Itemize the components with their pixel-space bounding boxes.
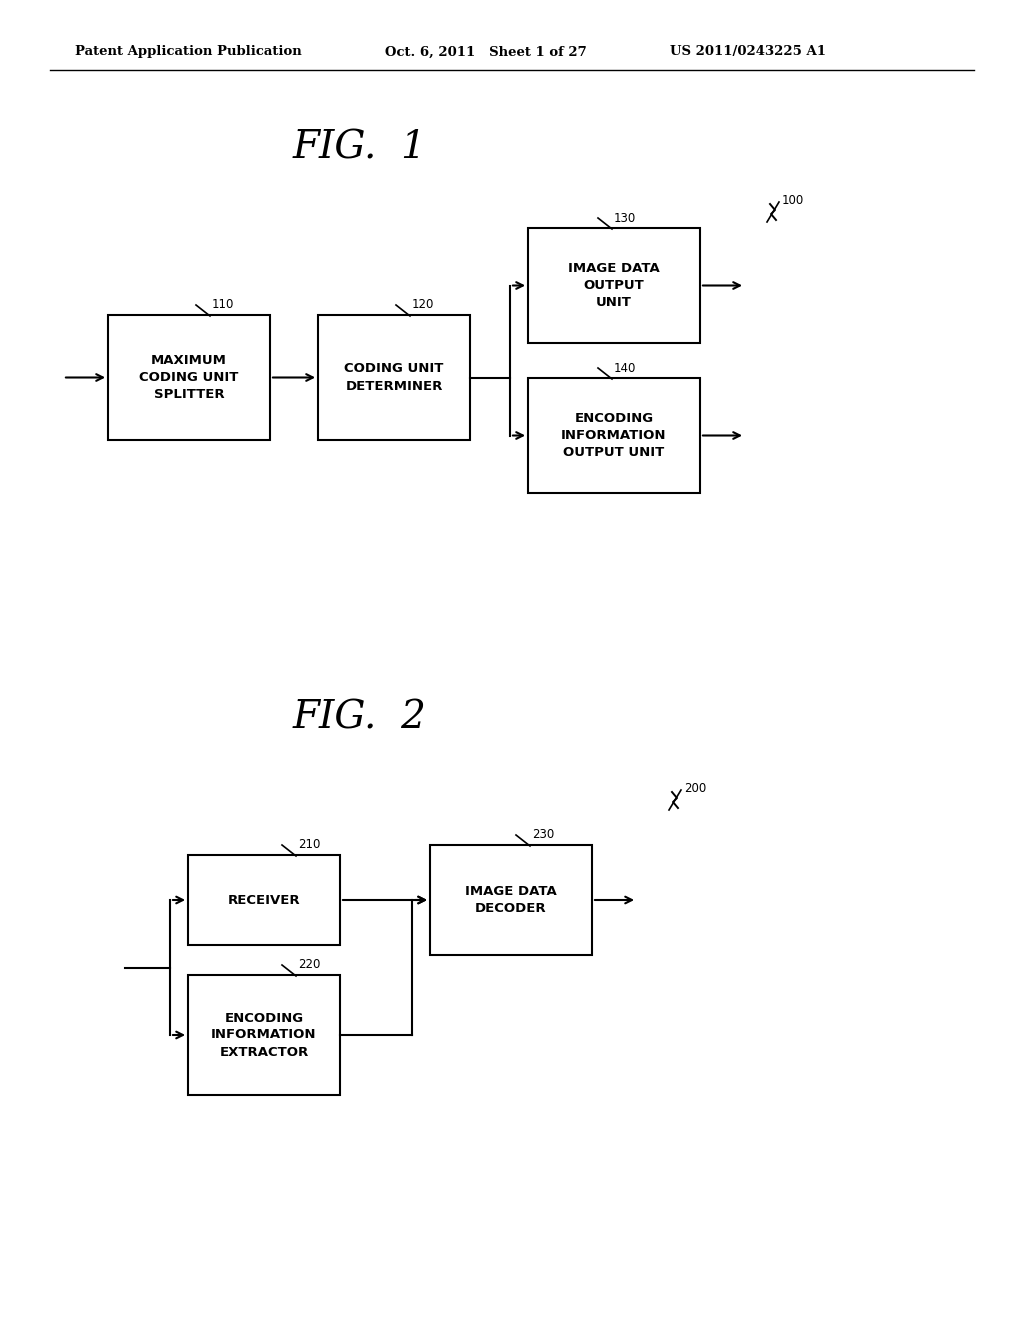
Text: Oct. 6, 2011   Sheet 1 of 27: Oct. 6, 2011 Sheet 1 of 27 — [385, 45, 587, 58]
Text: US 2011/0243225 A1: US 2011/0243225 A1 — [670, 45, 826, 58]
Text: MAXIMUM
CODING UNIT
SPLITTER: MAXIMUM CODING UNIT SPLITTER — [139, 354, 239, 401]
Bar — [188, 855, 340, 945]
Text: FIG.  1: FIG. 1 — [293, 129, 427, 166]
Text: CODING UNIT
DETERMINER: CODING UNIT DETERMINER — [344, 363, 443, 392]
Text: ENCODING
INFORMATION
OUTPUT UNIT: ENCODING INFORMATION OUTPUT UNIT — [561, 412, 667, 459]
Text: IMAGE DATA
OUTPUT
UNIT: IMAGE DATA OUTPUT UNIT — [568, 261, 659, 309]
Text: RECEIVER: RECEIVER — [227, 894, 300, 907]
Text: 110: 110 — [212, 298, 234, 312]
Text: 200: 200 — [684, 781, 707, 795]
Text: 140: 140 — [614, 362, 636, 375]
Bar — [318, 315, 470, 440]
Text: 100: 100 — [782, 194, 804, 206]
Text: FIG.  2: FIG. 2 — [293, 700, 427, 737]
Text: 120: 120 — [412, 298, 434, 312]
Bar — [108, 315, 270, 440]
Bar — [528, 228, 700, 343]
Text: 210: 210 — [298, 838, 321, 851]
Text: ENCODING
INFORMATION
EXTRACTOR: ENCODING INFORMATION EXTRACTOR — [211, 1011, 316, 1059]
Text: IMAGE DATA
DECODER: IMAGE DATA DECODER — [465, 884, 557, 915]
Text: 220: 220 — [298, 958, 321, 972]
Bar — [430, 845, 592, 954]
Text: 130: 130 — [614, 211, 636, 224]
Text: Patent Application Publication: Patent Application Publication — [75, 45, 302, 58]
Text: 230: 230 — [532, 829, 554, 842]
Bar — [528, 378, 700, 492]
Bar — [188, 975, 340, 1096]
